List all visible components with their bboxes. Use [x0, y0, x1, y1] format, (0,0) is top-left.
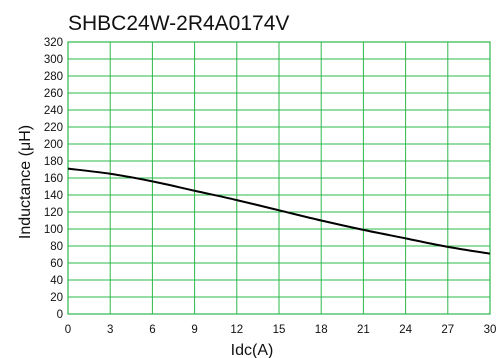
y-tick-label: 120 — [44, 207, 63, 219]
x-tick-label: 6 — [149, 324, 155, 336]
y-tick-label: 320 — [44, 37, 63, 49]
y-tick-label: 40 — [50, 275, 63, 287]
chart-grid — [67, 41, 491, 315]
y-tick-label: 0 — [57, 309, 63, 321]
x-tick-label: 21 — [357, 324, 370, 336]
x-tick-label: 3 — [107, 324, 113, 336]
y-tick-label: 60 — [50, 258, 63, 270]
y-tick-label: 280 — [44, 71, 63, 83]
y-tick-label: 200 — [44, 139, 63, 151]
y-tick-label: 260 — [44, 88, 63, 100]
y-tick-label: 100 — [44, 224, 63, 236]
x-tick-label: 12 — [230, 324, 243, 336]
y-tick-label: 180 — [44, 156, 63, 168]
x-tick-label: 9 — [191, 324, 197, 336]
chart-series — [67, 167, 491, 255]
x-tick-label: 27 — [441, 324, 454, 336]
plot-frame — [67, 41, 491, 315]
chart-title: SHBC24W-2R4A0174V — [68, 12, 289, 35]
y-axis-label: Inductance (μH) — [17, 125, 34, 239]
x-tick-label: 0 — [65, 324, 71, 336]
x-tick-label: 30 — [484, 324, 497, 336]
x-tick-labels: 0 3 6 9 12 15 18 21 24 27 30 — [65, 324, 497, 336]
y-tick-label: 220 — [44, 122, 63, 134]
y-tick-labels: 0 20 40 60 80 100 120 140 160 180 200 220 240 260 280 3… — [44, 37, 63, 321]
x-tick-label: 24 — [399, 324, 412, 336]
y-tick-label: 300 — [44, 54, 63, 66]
y-tick-label: 80 — [50, 241, 63, 253]
inductance-curve — [67, 167, 491, 255]
y-tick-label: 240 — [44, 105, 63, 117]
y-tick-label: 20 — [50, 292, 63, 304]
x-tick-label: 18 — [315, 324, 328, 336]
y-tick-label: 160 — [44, 173, 63, 185]
y-tick-label: 140 — [44, 190, 63, 202]
x-tick-label: 15 — [273, 324, 286, 336]
x-axis-label: Idc(A) — [231, 342, 274, 358]
